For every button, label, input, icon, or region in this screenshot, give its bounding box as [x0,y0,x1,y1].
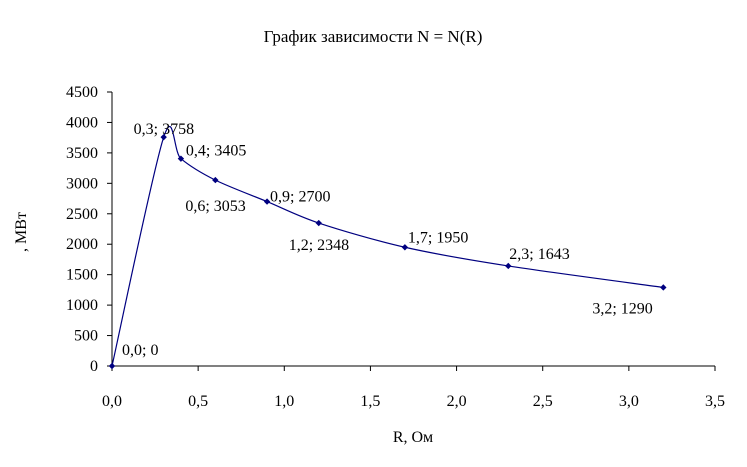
x-tick-label: 3,5 [705,393,725,410]
x-tick-label: 0,0 [102,393,122,410]
data-points [108,133,667,370]
chart-title: График зависимости N = N(R) [264,27,483,46]
y-tick-label: 2500 [66,206,98,223]
data-label: 3,2; 1290 [592,300,652,317]
x-axis-label: R, Ом [393,429,433,446]
y-tick-label: 0 [90,358,98,375]
data-label: 0,0; 0 [122,342,158,359]
y-tick-label: 3500 [66,145,98,162]
data-label: 0,9; 2700 [270,189,330,206]
data-point [505,262,512,270]
x-tick-label: 2,0 [447,393,467,410]
y-tick-label: 3000 [66,175,98,192]
x-tick-label: 1,0 [274,393,294,410]
y-tick-label: 1500 [66,267,98,284]
x-tick-label: 0,5 [188,393,208,410]
x-tick-label: 2,5 [533,393,553,410]
data-point [160,133,167,141]
x-ticks: 0,0 0,5 1,0 1,5 2,0 2,5 3,0 3,5 [102,366,725,410]
data-labels: 0,0; 0 0,3; 3758 0,4; 3405 0,6; 3053 0,9; 27… [122,121,653,359]
data-label: 1,2; 2348 [289,237,349,254]
x-tick-label: 3,0 [619,393,639,410]
data-label: 0,4; 3405 [186,143,246,160]
y-tick-label: 4500 [66,84,98,101]
y-tick-label: 1000 [66,297,98,314]
data-point [263,198,271,205]
data-point [212,176,219,184]
axes [111,92,715,367]
data-label: 0,6; 3053 [185,198,245,215]
x-tick-label: 1,5 [360,393,380,410]
data-label: 1,7; 1950 [408,229,468,246]
y-tick-label: 4000 [66,114,98,131]
data-point [177,155,185,162]
y-ticks: 0 500 1000 1500 2000 2500 3000 3500 4000 4500 [66,84,112,375]
data-point [108,362,116,370]
y-tick-label: 500 [74,328,98,345]
data-label: 0,3; 3758 [134,121,194,138]
series-line [111,126,664,367]
y-tick-label: 2000 [66,236,98,253]
data-label: 2,3; 1643 [509,246,569,263]
data-point [315,219,322,227]
y-axis-label: , МВт [13,212,30,252]
data-point [401,244,409,251]
data-point [660,284,667,291]
